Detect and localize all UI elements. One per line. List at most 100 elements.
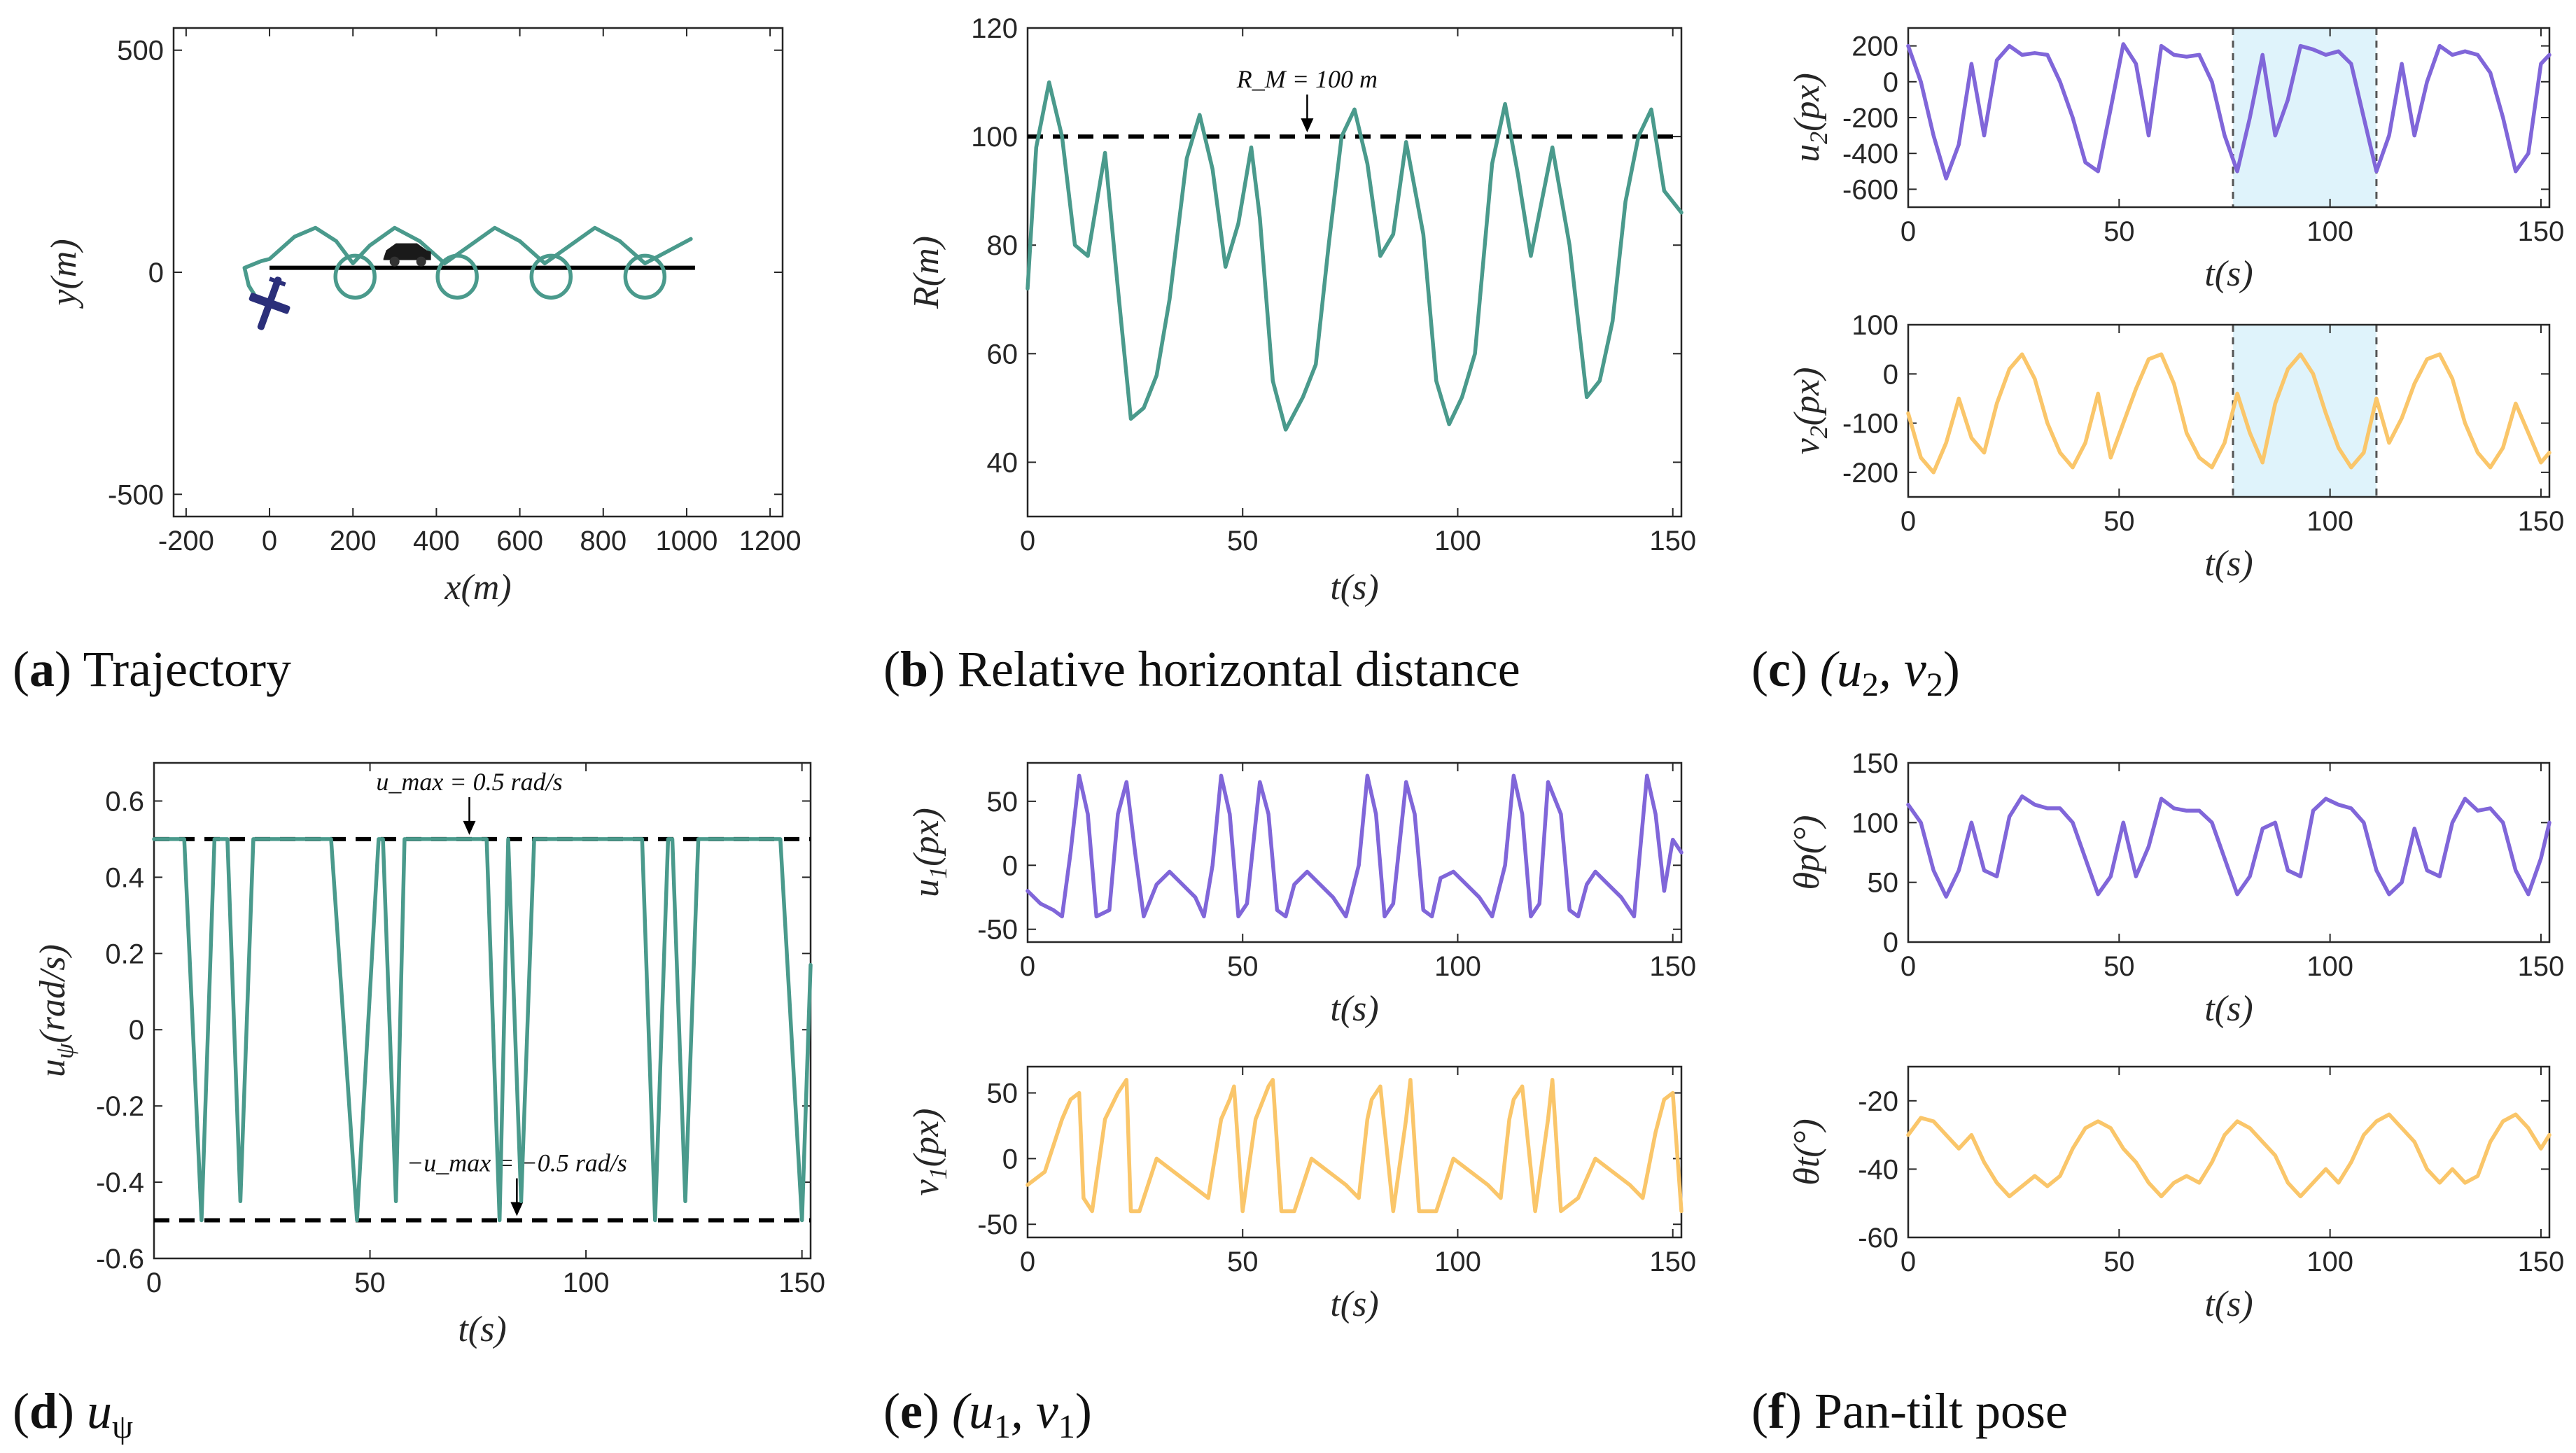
caption-b: (b) Relative horizontal distance — [883, 641, 1520, 697]
x-tick-label: 150 — [2518, 216, 2565, 247]
y-tick-label: 0 — [1883, 927, 1898, 958]
caption-a: (a) Trajectory — [13, 641, 291, 697]
x-tick-label: 150 — [2518, 951, 2565, 982]
series-line-0 — [1026, 1078, 1684, 1214]
plane-tail — [269, 276, 286, 287]
y-tick-label: -200 — [1842, 103, 1898, 134]
series-line-0 — [152, 837, 813, 1223]
y-tick-label: 60 — [987, 339, 1018, 370]
y-tick-label: 0 — [148, 258, 164, 288]
panel-b: 0 50 100 150 40 60 80 100 120 t(s) R(m) R_M = 100 m — [906, 13, 1696, 608]
plots-layer: -200 0 200 400 600 800 1000 1200-5000500x(m)y(m… — [33, 13, 2564, 1349]
x-axis-label: t(s) — [458, 1310, 506, 1349]
y-axis-label: u2(px) — [1787, 73, 1833, 162]
x-tick-label: 1000 — [655, 526, 718, 556]
y-tick-label: -400 — [1842, 139, 1898, 169]
y-axis-label: v2(px) — [1787, 367, 1833, 455]
panel-c_u2: 0 50 100 150 -600 -400 -200 0 200 t(s) u2(px) — [1787, 27, 2565, 294]
reference-label: R_M = 100 m — [1236, 65, 1378, 93]
x-axis-label: x(m) — [444, 568, 511, 608]
axes-frame — [1026, 27, 1683, 518]
x-tick-label: 150 — [778, 1268, 825, 1298]
x-axis-label: t(s) — [2204, 254, 2253, 294]
car-wheel-front — [389, 256, 400, 267]
x-tick-label: 50 — [2104, 216, 2135, 247]
axes-frame — [1907, 323, 2551, 498]
panel-a: -200 0 200 400 600 800 1000 1200 -500 0 500 x(m) y(m… — [44, 27, 802, 608]
reference-arrow-head — [463, 820, 476, 835]
x-axis-label: t(s) — [2204, 1284, 2253, 1324]
series-line-0 — [242, 225, 693, 301]
x-tick-label: 100 — [2306, 216, 2353, 247]
car-body — [383, 243, 431, 260]
y-tick-label: -50 — [977, 915, 1018, 946]
y-tick-label: 0 — [1883, 359, 1898, 390]
series-line-0 — [1906, 42, 2552, 181]
x-tick-label: 0 — [1900, 1247, 1916, 1277]
uav-loop-3 — [623, 253, 667, 300]
y-axis-label: v1(px) — [906, 1109, 952, 1196]
uav-loop-2 — [529, 253, 573, 300]
uav-loop-0 — [333, 253, 377, 300]
axes-frame — [1026, 1065, 1683, 1239]
y-tick-label: -50 — [977, 1209, 1018, 1240]
y-tick-label: 0.6 — [105, 786, 144, 817]
car-wheel-rear — [416, 256, 426, 267]
y-tick-label: 0 — [129, 1015, 144, 1046]
x-tick-label: 0 — [146, 1268, 162, 1298]
x-tick-label: 100 — [2306, 506, 2353, 537]
y-axis-label: R(m) — [906, 236, 946, 309]
x-tick-label: 0 — [1020, 1247, 1035, 1277]
y-tick-label: -0.2 — [96, 1091, 144, 1122]
panel-d: 0 50 100 150 -0.6 -0.4 -0.2 0 0.2 0.4 0.6 t(s) uψ(ra… — [33, 761, 825, 1349]
x-tick-label: 0 — [1900, 506, 1916, 537]
x-tick-label: 50 — [1227, 1247, 1259, 1277]
y-tick-label: -0.4 — [96, 1167, 144, 1198]
y-axis-label: uψ(rad/s) — [33, 944, 78, 1077]
y-tick-label: 80 — [987, 230, 1018, 261]
x-tick-label: 150 — [1649, 526, 1696, 556]
x-tick-label: 50 — [1227, 526, 1259, 556]
series-line-0 — [1906, 1112, 2552, 1199]
y-tick-label: 100 — [1851, 310, 1898, 341]
y-tick-label: 0 — [1002, 850, 1018, 881]
series-line-0 — [1906, 352, 2552, 475]
panel-f_pan: 0 50 100 150 0 50 100 150 t(s) θp(°) — [1787, 748, 2564, 1029]
x-tick-label: 50 — [2104, 951, 2135, 982]
x-tick-label: 150 — [1649, 951, 1696, 982]
y-tick-label: 50 — [987, 1079, 1018, 1109]
y-tick-label: 200 — [1851, 31, 1898, 62]
series-line-0 — [1026, 80, 1684, 432]
x-tick-label: 50 — [354, 1268, 386, 1298]
y-tick-label: -600 — [1842, 174, 1898, 205]
uav-plane-icon — [248, 276, 290, 330]
y-tick-label: -0.6 — [96, 1244, 144, 1275]
reference-arrow-head — [1301, 118, 1314, 133]
x-tick-label: 200 — [330, 526, 377, 556]
series-line-0 — [1026, 773, 1684, 919]
x-tick-label: 100 — [1434, 951, 1481, 982]
x-tick-label: 800 — [580, 526, 626, 556]
y-tick-label: -20 — [1858, 1086, 1898, 1117]
x-tick-label: 600 — [496, 526, 543, 556]
x-axis-label: t(s) — [1330, 989, 1378, 1029]
x-tick-label: 100 — [1434, 1247, 1481, 1277]
reference-label: u_max = 0.5 rad/s — [376, 768, 562, 796]
x-tick-label: 50 — [2104, 1247, 2135, 1277]
x-tick-label: 100 — [1434, 526, 1481, 556]
y-axis-label: u1(px) — [906, 808, 952, 897]
x-axis-label: t(s) — [1330, 568, 1378, 608]
panel-f_tilt: 0 50 100 150 -60 -40 -20 t(s) θt(°) — [1787, 1065, 2564, 1324]
panel-c_v2: 0 50 100 150 -200 -100 0 100 t(s) v2(px) — [1787, 310, 2564, 584]
reference-label: −u_max = −0.5 rad/s — [407, 1149, 627, 1177]
x-tick-label: 100 — [2306, 1247, 2353, 1277]
y-tick-label: 100 — [1851, 808, 1898, 838]
caption-f: (f) Pan-tilt pose — [1751, 1383, 2068, 1439]
plane-wing — [248, 293, 290, 314]
x-axis-label: t(s) — [2204, 544, 2253, 584]
y-axis-label: y(m) — [44, 239, 84, 309]
y-tick-label: 500 — [117, 36, 164, 66]
